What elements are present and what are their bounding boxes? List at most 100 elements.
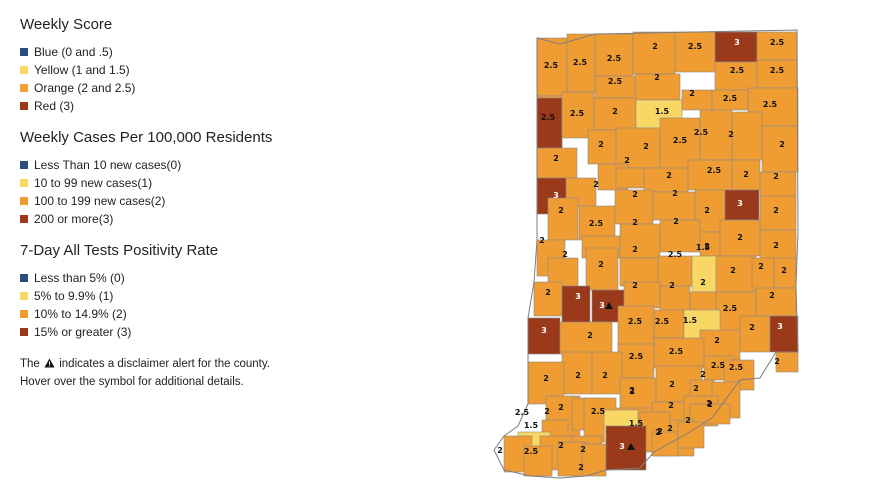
legend-item: 10% to 14.9% (2) (20, 305, 320, 323)
warning-triangle-icon[interactable] (605, 302, 613, 309)
county-region[interactable] (657, 255, 693, 287)
county-region[interactable] (619, 223, 661, 259)
county-region[interactable] (689, 403, 731, 425)
county-region[interactable] (659, 285, 691, 315)
county-region[interactable] (619, 377, 657, 411)
county-region[interactable] (714, 61, 759, 91)
county-region[interactable] (739, 315, 771, 353)
county-score-label: 2.5 (688, 42, 703, 51)
county-region[interactable] (687, 159, 733, 191)
legend-item: Less Than 10 new cases(0) (20, 156, 320, 174)
county-region[interactable] (617, 343, 655, 379)
county-score-label: 2.5 (655, 317, 670, 326)
county-region[interactable] (699, 109, 733, 161)
county-score-label: 2 (632, 218, 638, 227)
county-region[interactable] (523, 445, 553, 477)
warning-triangle-icon[interactable] (627, 443, 635, 450)
county-region[interactable] (581, 443, 607, 477)
county-region[interactable] (759, 171, 797, 199)
county-region[interactable] (759, 229, 797, 261)
county-region[interactable] (715, 255, 757, 293)
disclaimer-text-end: indicates a disclaimer alert for the cou… (20, 358, 270, 388)
county-region[interactable] (561, 351, 593, 395)
county-score-label: 3 (619, 442, 625, 451)
county-region[interactable] (561, 285, 591, 327)
legend-item-label: 200 or more(3) (34, 212, 114, 226)
county-region[interactable] (617, 305, 655, 347)
county-region[interactable] (653, 337, 705, 369)
county-region[interactable] (731, 111, 763, 161)
county-score-label: 3 (737, 199, 743, 208)
legend-item-label: Orange (2 and 2.5) (34, 81, 136, 95)
county-score-label: 2 (700, 278, 706, 287)
county-region[interactable] (724, 189, 760, 221)
county-region[interactable] (587, 129, 617, 165)
county-region[interactable] (632, 31, 676, 75)
county-score-label: 2.5 (608, 77, 623, 86)
county-score-label: 2 (545, 288, 551, 297)
county-region[interactable] (593, 97, 637, 131)
county-region[interactable] (591, 351, 623, 395)
county-score-label: 2 (669, 281, 675, 290)
county-region[interactable] (578, 205, 616, 241)
county-region[interactable] (761, 125, 799, 173)
county-region[interactable] (674, 31, 716, 73)
disclaimer-note: The indicates a disclaimer alert for the… (20, 355, 280, 391)
swatch-orange (20, 84, 28, 92)
county-region[interactable] (755, 287, 797, 317)
county-region[interactable] (547, 197, 579, 241)
county-score-label: 2 (737, 233, 743, 242)
legend-weekly-cases: Weekly Cases Per 100,000 Residents Less … (20, 129, 320, 228)
swatch-blue (20, 274, 28, 282)
county-score-label: 2 (562, 250, 568, 259)
legend-item: 100 to 199 new cases(2) (20, 192, 320, 210)
county-score-label: 2 (672, 189, 678, 198)
county-region[interactable] (653, 309, 685, 339)
disclaimer-text-start: The (20, 358, 40, 370)
legend: Weekly Score Blue (0 and .5) Yellow (1 a… (20, 16, 320, 391)
legend-item-label: 10 to 99 new cases(1) (34, 176, 153, 190)
county-score-label: 2 (558, 403, 564, 412)
county-score-label: 2 (749, 323, 755, 332)
county-layer (493, 29, 799, 479)
legend-item-label: Red (3) (34, 99, 75, 113)
county-score-label: 2 (668, 401, 674, 410)
county-score-label: 2.5 (515, 408, 530, 417)
county-region[interactable] (615, 167, 645, 189)
county-region[interactable] (699, 329, 741, 361)
county-region[interactable] (566, 33, 596, 93)
county-score-label: 2 (704, 206, 710, 215)
county-region[interactable] (652, 191, 696, 221)
county-score-label: 2 (602, 371, 608, 380)
legend-item: 200 or more(3) (20, 210, 320, 228)
county-score-label: 2 (689, 89, 695, 98)
county-region[interactable] (533, 281, 563, 317)
county-score-label: 2 (769, 291, 775, 300)
county-region[interactable] (615, 127, 661, 169)
county-score-label: 2.5 (629, 352, 644, 361)
legend-item-label: Blue (0 and .5) (34, 45, 113, 59)
county-region[interactable] (594, 33, 634, 77)
county-score-label: 3 (553, 191, 559, 200)
swatch-orange (20, 197, 28, 205)
county-region[interactable] (714, 31, 758, 63)
county-region[interactable] (536, 147, 578, 179)
county-region[interactable] (623, 281, 661, 309)
county-region[interactable] (536, 97, 563, 157)
county-region[interactable] (557, 441, 587, 477)
county-score-label: 2 (652, 42, 658, 51)
county-region[interactable] (585, 247, 619, 291)
county-region[interactable] (559, 321, 613, 355)
county-region[interactable] (605, 425, 647, 471)
county-region[interactable] (527, 317, 561, 355)
county-region[interactable] (769, 315, 799, 353)
county-score-label: 2 (773, 172, 779, 181)
county-region[interactable] (659, 219, 701, 253)
county-region[interactable] (719, 219, 761, 257)
swatch-yellow (20, 292, 28, 300)
county-region[interactable] (681, 89, 713, 111)
county-score-label: 2 (624, 156, 630, 165)
county-score-label: 2 (700, 370, 706, 379)
legend-item: 15% or greater (3) (20, 323, 320, 341)
